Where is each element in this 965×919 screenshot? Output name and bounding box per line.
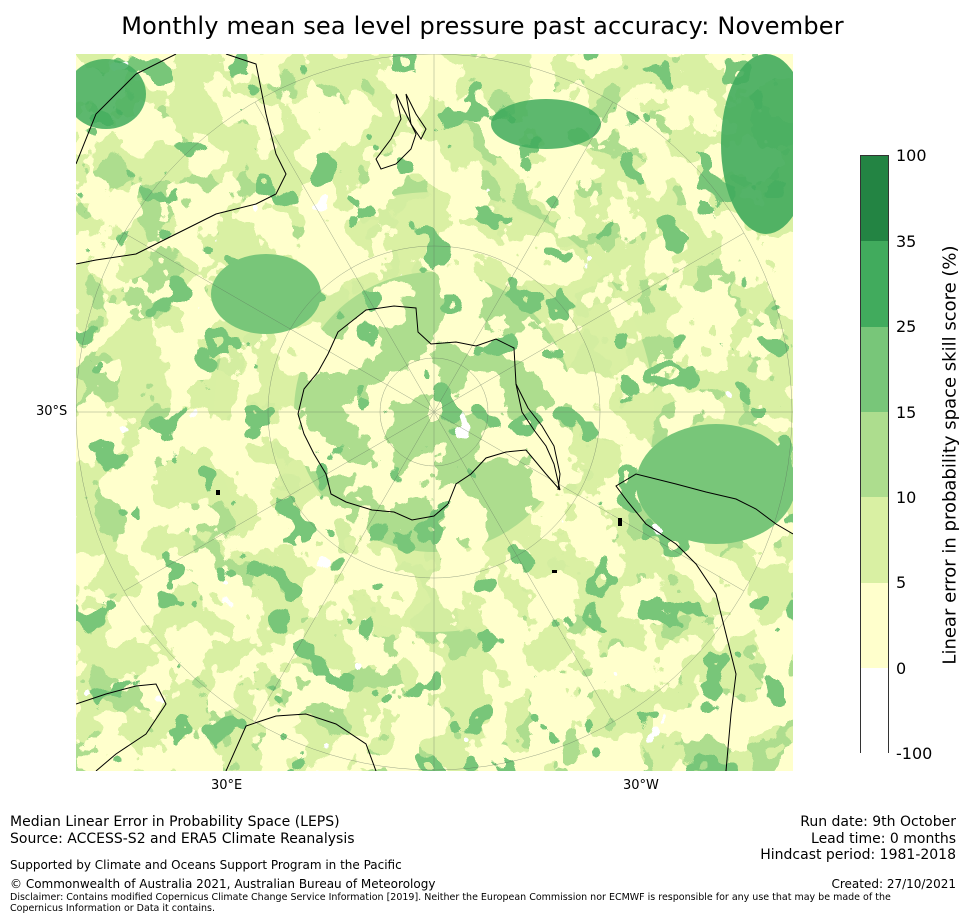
field-dark-ne	[721, 54, 793, 234]
colorbar-tick: 0	[896, 659, 907, 678]
colorbar-bin-10-15	[861, 412, 888, 497]
coastlines	[76, 54, 793, 771]
colorbar-tick: 35	[896, 232, 917, 251]
islands	[216, 490, 622, 573]
footer-run-date: Run date: 9th October	[800, 814, 956, 830]
colorbar-tick: 10	[896, 488, 917, 507]
field-dark-nw	[76, 59, 146, 129]
lon-label-30w: 30°W	[623, 778, 659, 793]
field-dark-n	[491, 99, 601, 149]
colorbar-tick: 100	[896, 146, 927, 165]
footer-lead-time: Lead time: 0 months	[811, 831, 956, 847]
footer-source: Source: ACCESS-S2 and ERA5 Climate Reana…	[10, 831, 355, 847]
map-title: Monthly mean sea level pressure past acc…	[121, 12, 844, 40]
colorbar-bin-15-25	[861, 327, 888, 412]
footer-supported: Supported by Climate and Oceans Support …	[10, 858, 402, 872]
colorbar-bin-0-5	[861, 583, 888, 668]
colorbar-bin-25-35	[861, 241, 888, 327]
graticule	[76, 54, 793, 771]
skill-score-map	[76, 54, 793, 771]
lat-label-30s: 30°S	[36, 404, 68, 419]
colorbar-tick: 25	[896, 317, 917, 336]
colorbar-bin-5-10	[861, 497, 888, 583]
colorbar	[860, 155, 889, 754]
field-mid-w	[211, 254, 321, 334]
colorbar-tick: 15	[896, 403, 917, 422]
footer-method: Median Linear Error in Probability Space…	[10, 814, 340, 830]
colorbar-bin-neg100-0	[861, 668, 888, 754]
footer-disclaimer: Disclaimer: Contains modified Copernicus…	[10, 892, 891, 914]
footer-created: Created: 27/10/2021	[831, 877, 956, 891]
colorbar-tick: 5	[896, 573, 907, 592]
colorbar-label: Linear error in probability space skill …	[939, 245, 961, 665]
colorbar-tick: -100	[896, 744, 933, 763]
footer-hindcast: Hindcast period: 1981-2018	[760, 847, 956, 863]
field-mid-e	[636, 424, 793, 544]
lon-label-30e: 30°E	[211, 778, 243, 793]
footer-copyright: © Commonwealth of Australia 2021, Austra…	[10, 877, 436, 891]
colorbar-bin-35-100	[861, 156, 888, 241]
map-canvas	[76, 54, 793, 771]
